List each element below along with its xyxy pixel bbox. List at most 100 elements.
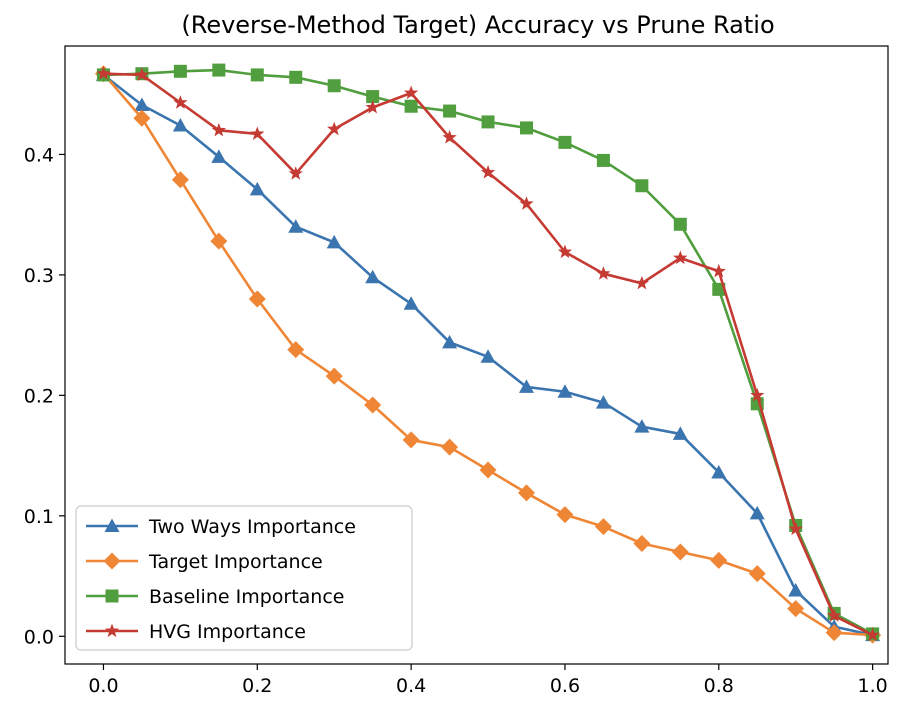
data-point — [366, 90, 380, 104]
data-point — [287, 341, 305, 359]
data-point — [250, 68, 264, 82]
data-point — [633, 535, 651, 553]
x-tick-label: 0.2 — [242, 675, 272, 697]
data-point — [519, 121, 533, 135]
legend-marker — [104, 623, 120, 638]
data-point — [557, 384, 573, 398]
data-point — [558, 135, 572, 149]
data-point — [133, 109, 151, 127]
data-point — [211, 149, 227, 163]
data-point — [556, 506, 574, 524]
data-point — [212, 63, 226, 77]
series — [95, 67, 881, 642]
data-point — [788, 521, 803, 536]
data-point — [711, 263, 726, 278]
data-point — [634, 419, 650, 433]
chart-title: (Reverse-Method Target) Accuracy vs Prun… — [181, 11, 774, 39]
plot-frame — [64, 45, 889, 665]
data-point — [595, 395, 611, 409]
axes: 0.0 0.2 0.4 0.6 0.8 1.0 0.0 0.1 0.2 0.3 0.4 — [24, 45, 889, 697]
data-point — [134, 67, 150, 81]
x-tick-label: 1.0 — [858, 675, 888, 697]
data-point — [788, 583, 804, 597]
data-point — [403, 296, 419, 310]
data-point — [249, 181, 265, 196]
legend-box — [75, 505, 413, 651]
data-point — [518, 379, 534, 393]
data-point — [248, 290, 266, 308]
data-point — [327, 121, 342, 136]
data-point — [519, 196, 534, 210]
data-point — [210, 232, 228, 250]
legend-marker — [105, 589, 119, 603]
data-point — [711, 464, 727, 479]
data-point — [673, 250, 688, 265]
y-tick-label: 0.3 — [24, 265, 54, 287]
data-point — [825, 624, 843, 642]
y-tick-label: 0.0 — [24, 626, 54, 648]
x-tick-label: 0.4 — [396, 675, 426, 697]
legend-label: Target Importance — [148, 551, 323, 573]
data-point — [402, 431, 420, 449]
y-tick-label: 0.4 — [24, 144, 54, 166]
data-point — [442, 334, 458, 349]
data-point — [596, 266, 611, 280]
data-point — [517, 484, 535, 502]
data-point — [787, 600, 805, 618]
data-point — [479, 461, 497, 479]
data-point — [326, 234, 342, 249]
data-point — [827, 608, 842, 622]
data-point — [171, 171, 189, 189]
data-point — [441, 438, 459, 456]
data-point — [865, 627, 880, 642]
data-point — [557, 244, 573, 259]
data-point — [671, 543, 689, 561]
x-tick-label: 0.6 — [550, 675, 580, 697]
data-point — [365, 99, 380, 114]
legend-marker — [103, 552, 121, 570]
x-tick-label: 0.0 — [88, 675, 118, 697]
data-point — [442, 130, 457, 144]
data-point — [403, 85, 419, 100]
data-point — [672, 426, 688, 440]
data-point — [365, 269, 381, 284]
data-point — [96, 66, 111, 80]
y-tick-label: 0.2 — [24, 385, 54, 407]
data-point — [325, 367, 343, 385]
data-point — [173, 95, 188, 109]
data-point — [288, 219, 304, 233]
series — [96, 66, 880, 642]
legend-label: Baseline Importance — [149, 586, 344, 608]
data-point — [173, 64, 187, 78]
data-point — [289, 70, 303, 84]
data-point — [172, 118, 188, 132]
data-point — [748, 565, 766, 583]
data-point — [364, 396, 382, 414]
y-tick-label: 0.1 — [24, 506, 54, 528]
data-point — [288, 166, 303, 180]
data-point — [750, 387, 765, 402]
data-point — [749, 505, 765, 520]
legend: Two Ways Importance Target Importance Base… — [75, 505, 413, 651]
data-point — [211, 122, 226, 137]
data-point — [673, 217, 687, 231]
data-point — [634, 275, 649, 290]
data-point — [443, 104, 457, 118]
data-point — [594, 518, 612, 536]
data-point — [404, 99, 418, 113]
legend-marker — [104, 518, 120, 532]
series-layer — [94, 63, 882, 644]
data-point — [480, 164, 496, 179]
data-point — [250, 126, 265, 141]
legend-label: Two Ways Importance — [148, 516, 356, 538]
data-point — [134, 97, 150, 112]
data-point — [481, 115, 495, 129]
data-point — [596, 153, 610, 167]
data-point — [480, 349, 496, 363]
data-point — [635, 179, 649, 193]
data-point — [327, 79, 341, 93]
x-tick-label: 0.8 — [704, 675, 734, 697]
data-point — [710, 551, 728, 569]
